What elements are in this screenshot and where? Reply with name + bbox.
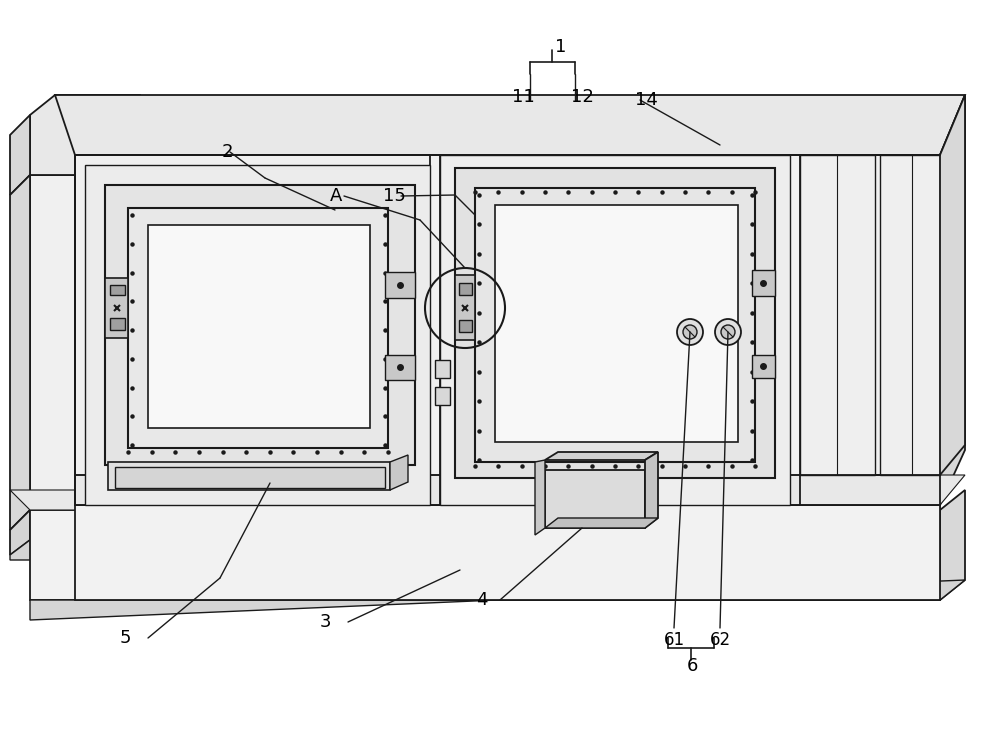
Text: 2: 2 [222,143,234,161]
Polygon shape [128,208,388,448]
Polygon shape [10,115,30,195]
Polygon shape [435,360,450,378]
Polygon shape [545,518,658,528]
Polygon shape [940,95,965,505]
Polygon shape [440,155,790,505]
Polygon shape [30,510,940,600]
Polygon shape [55,95,965,155]
Text: 61: 61 [664,631,685,649]
Polygon shape [545,452,658,460]
Polygon shape [30,580,965,620]
Polygon shape [752,270,775,296]
Text: 12: 12 [571,88,594,106]
Circle shape [721,325,735,339]
Text: 5: 5 [120,629,132,647]
Polygon shape [10,540,140,560]
Polygon shape [10,510,30,555]
Polygon shape [390,455,408,490]
Polygon shape [385,355,415,380]
Polygon shape [10,175,30,530]
Polygon shape [475,188,755,462]
Polygon shape [110,318,125,330]
Polygon shape [880,155,940,475]
Circle shape [683,325,697,339]
Text: 3: 3 [320,613,332,631]
Polygon shape [75,155,940,505]
Text: 15: 15 [383,187,406,205]
Polygon shape [435,387,450,405]
Polygon shape [800,155,875,475]
Text: 4: 4 [476,591,488,609]
Text: 14: 14 [635,91,658,109]
Circle shape [715,319,741,345]
Polygon shape [115,467,385,488]
Polygon shape [108,462,390,490]
Polygon shape [940,490,965,600]
Polygon shape [495,205,738,442]
Polygon shape [75,505,940,600]
Polygon shape [940,95,965,475]
Text: 1: 1 [555,38,566,56]
Polygon shape [752,355,775,378]
Polygon shape [105,278,128,338]
Text: 6: 6 [687,657,698,675]
Polygon shape [545,470,645,528]
Polygon shape [535,460,545,535]
Polygon shape [105,185,415,465]
Text: A: A [330,187,342,205]
Polygon shape [10,490,940,510]
Polygon shape [148,225,370,428]
Polygon shape [30,175,140,510]
Polygon shape [30,95,140,175]
Polygon shape [385,272,415,298]
Polygon shape [455,275,475,340]
Polygon shape [110,285,125,295]
Circle shape [677,319,703,345]
Text: 11: 11 [512,88,535,106]
Polygon shape [459,283,472,295]
Polygon shape [459,320,472,332]
Polygon shape [645,452,658,528]
Text: 62: 62 [710,631,731,649]
Polygon shape [455,168,775,478]
Polygon shape [75,475,965,505]
Polygon shape [85,165,430,505]
